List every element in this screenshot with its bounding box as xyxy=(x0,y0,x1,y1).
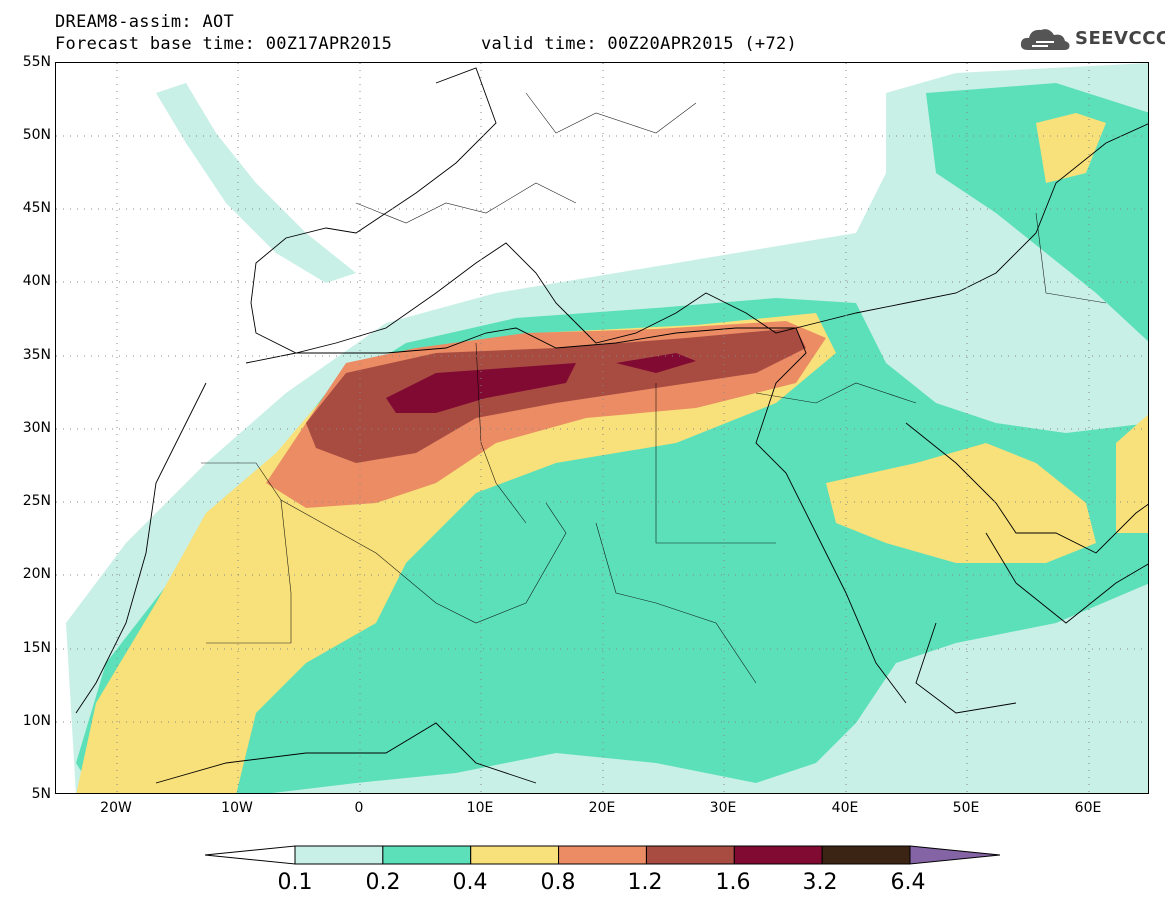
lat-label: 25N xyxy=(22,493,51,509)
lon-label: 20E xyxy=(588,800,616,816)
lon-label: 10E xyxy=(466,800,494,816)
colorbar-label: 1.6 xyxy=(715,870,751,895)
colorbar-label: 0.4 xyxy=(452,870,488,895)
lat-label: 5N xyxy=(31,786,51,802)
lat-label: 35N xyxy=(22,347,51,363)
colorbar-box xyxy=(645,845,735,865)
colorbar-box xyxy=(294,845,384,865)
country-borders xyxy=(201,92,1107,684)
colorbar-arrow-low xyxy=(205,845,296,865)
lon-label: 50E xyxy=(952,800,980,816)
lat-label: 20N xyxy=(22,566,51,582)
lat-label: 50N xyxy=(22,127,51,143)
colorbar xyxy=(205,845,1000,865)
valid-time: valid time: 00Z20APR2015 (+72) xyxy=(481,34,798,54)
lat-label: 10N xyxy=(22,713,51,729)
colorbar-label: 0.8 xyxy=(540,870,576,895)
lon-label: 0 xyxy=(354,800,364,816)
colorbar-label: 3.2 xyxy=(802,870,838,895)
base-time: Forecast base time: 00Z17APR2015 xyxy=(55,34,393,54)
colorbar-box xyxy=(821,845,911,865)
colorbar-label: 0.2 xyxy=(365,870,401,895)
lon-label: 60E xyxy=(1074,800,1102,816)
lat-label: 15N xyxy=(22,640,51,656)
lat-label: 40N xyxy=(22,273,51,289)
lat-label: 30N xyxy=(22,420,51,436)
lon-label: 30E xyxy=(709,800,737,816)
colorbar-arrow-high xyxy=(909,845,1000,865)
map-subtitle: Forecast base time: 00Z17APR2015 valid ti… xyxy=(55,34,797,54)
lat-label: 45N xyxy=(22,200,51,216)
lon-label: 40E xyxy=(831,800,859,816)
aot-band-1.6-3.2 xyxy=(386,353,696,413)
coastlines xyxy=(75,67,1148,784)
map-title: DREAM8-assim: AOT xyxy=(55,12,235,32)
colorbar-label: 1.2 xyxy=(627,870,663,895)
colorbar-label: 0.1 xyxy=(277,870,313,895)
colorbar-box xyxy=(470,845,560,865)
colorbar-label: 6.4 xyxy=(890,870,926,895)
cloud-logo-icon xyxy=(1020,29,1070,50)
logo-text: SEEVCCC xyxy=(1075,28,1165,49)
colorbar-box xyxy=(733,845,823,865)
lon-label: 10W xyxy=(221,800,253,816)
aot-map xyxy=(55,62,1149,794)
lon-label: 20W xyxy=(100,800,132,816)
lat-lon-grid xyxy=(56,63,1148,793)
lat-label: 55N xyxy=(22,54,51,70)
colorbar-box xyxy=(558,845,647,865)
colorbar-box xyxy=(382,845,472,865)
